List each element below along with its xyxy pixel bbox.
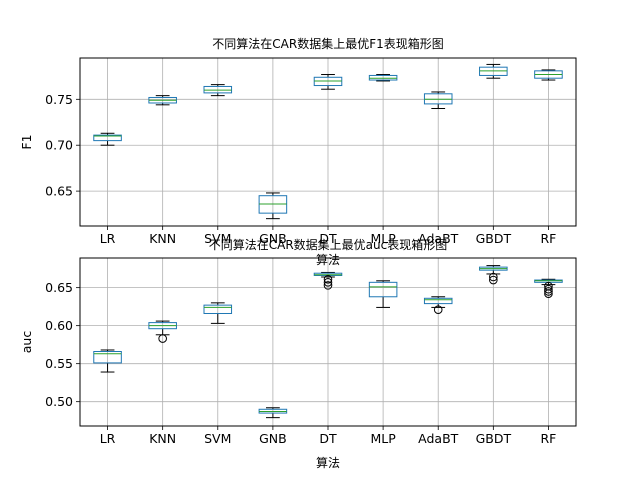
f1-chart-title: 不同算法在CAR数据集上最优F1表现箱形图 xyxy=(212,36,443,51)
auc-boxplot-panel: LR KNN SVM GNB DT MLP AdaBT GBDT RF 0.50 0.55 0.60 0… xyxy=(19,257,577,470)
f1-box-gnb xyxy=(258,192,288,220)
auc-x-tick-label: AdaBT xyxy=(418,431,459,446)
auc-box-svm xyxy=(203,302,233,324)
auc-x-tick-label: SVM xyxy=(204,431,231,446)
outlier-point xyxy=(323,274,333,284)
outlier-point xyxy=(323,278,333,287)
outlier-point xyxy=(544,289,553,299)
auc-box-gnb xyxy=(258,407,288,419)
f1-x-tick-label: AdaBT xyxy=(418,231,459,246)
f1-box-svm xyxy=(203,84,233,97)
auc-box-dt xyxy=(313,271,343,290)
outlier-point xyxy=(489,272,498,282)
auc-x-tick-label: KNN xyxy=(149,431,176,446)
auc-chart-title: 不同算法在CAR数据集上最优auc表现箱形图 xyxy=(209,237,447,252)
f1-box-lr xyxy=(93,132,122,146)
auc-y-tick-label: 0.65 xyxy=(45,280,73,295)
auc-x-tick-label: DT xyxy=(319,431,337,446)
iqr-box xyxy=(368,281,398,298)
auc-boxes xyxy=(93,265,563,419)
f1-boxplot-panel: LR KNN SVM GNB DT MLP AdaBT GBDT RF0.650.700.75 … xyxy=(19,36,577,267)
f1-box-gbdt xyxy=(479,63,508,79)
f1-box-adabt xyxy=(423,91,453,109)
auc-x-tick-label: GNB xyxy=(259,431,287,446)
auc-x-tick-label: LR xyxy=(100,431,116,446)
f1-x-tick-label: GBDT xyxy=(476,231,512,246)
f1-ticks: LR KNN SVM GNB DT MLP AdaBT GBDT RF 0.65 0.70 0.75 xyxy=(45,92,556,246)
auc-x-axis-label: 算法 xyxy=(316,455,340,470)
auc-box-lr xyxy=(93,349,122,373)
f1-x-tick-label: SVM xyxy=(204,231,231,246)
f1-y-axis-label: F1 xyxy=(19,134,34,149)
f1-x-tick-label: DT xyxy=(319,231,337,246)
outlier-point xyxy=(158,334,167,343)
auc-box-gbdt xyxy=(479,265,508,285)
f1-x-tick-label: GNB xyxy=(259,231,287,246)
iqr-box xyxy=(423,297,453,305)
iqr-box xyxy=(93,134,122,142)
f1-y-tick-label: 0.65 xyxy=(45,184,73,199)
outlier-point xyxy=(544,284,553,294)
auc-x-tick-label: GBDT xyxy=(476,431,512,446)
f1-boxes xyxy=(93,63,563,220)
outlier-point xyxy=(544,287,553,296)
auc-y-axis-label: auc xyxy=(19,331,34,354)
auc-box-knn xyxy=(148,320,177,343)
f1-box-rf xyxy=(534,69,563,81)
auc-box-adabt xyxy=(423,296,453,314)
outlier-point xyxy=(323,281,333,290)
f1-box-knn xyxy=(148,95,177,106)
auc-y-tick-label: 0.55 xyxy=(45,356,73,371)
outlier-point xyxy=(489,275,498,285)
auc-box-mlp xyxy=(368,280,398,308)
f1-box-mlp xyxy=(368,74,398,82)
f1-x-tick-label: LR xyxy=(100,231,116,246)
auc-x-tick-label: RF xyxy=(540,431,556,446)
auc-x-tick-label: MLP xyxy=(370,431,396,446)
f1-x-tick-label: MLP xyxy=(370,231,396,246)
auc-y-tick-label: 0.50 xyxy=(45,394,73,409)
auc-y-tick-label: 0.60 xyxy=(45,318,73,333)
auc-box-rf xyxy=(534,278,563,299)
f1-x-tick-label: RF xyxy=(540,231,556,246)
auc-ticks: LR KNN SVM GNB DT MLP AdaBT GBDT RF 0.50 0.55 0.60 0… xyxy=(45,280,556,446)
f1-y-tick-label: 0.75 xyxy=(45,92,73,107)
iqr-box xyxy=(203,304,233,314)
f1-y-tick-label: 0.70 xyxy=(45,138,73,153)
f1-x-tick-label: KNN xyxy=(149,231,176,246)
outlier-point xyxy=(433,305,443,314)
iqr-box xyxy=(93,351,122,364)
f1-box-dt xyxy=(313,74,343,90)
